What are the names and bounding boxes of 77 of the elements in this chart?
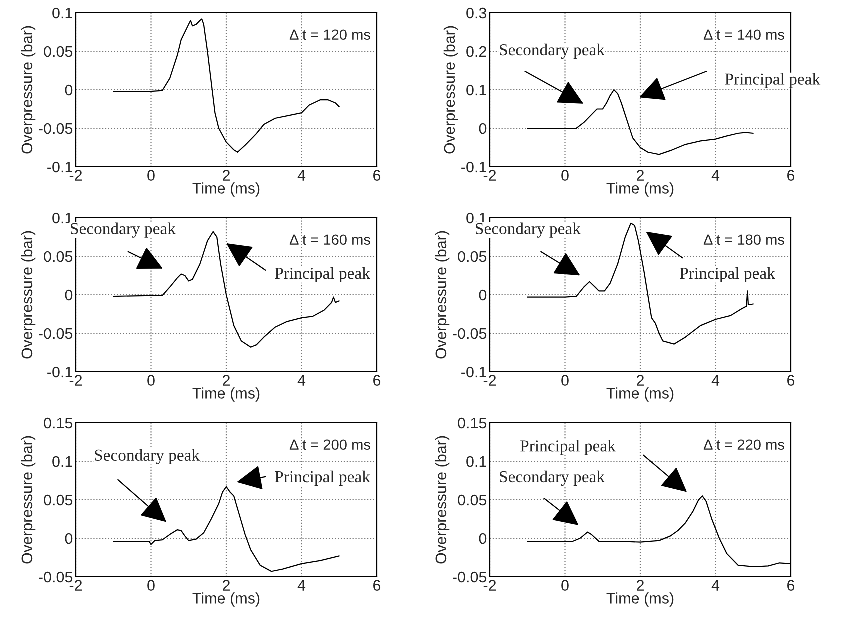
x-tick-label: 2 — [637, 375, 644, 386]
y-tick-label: 0.05 — [44, 251, 73, 262]
x-axis-title: Time (ms) — [606, 182, 674, 197]
line-series — [527, 89, 754, 156]
y-axis-title: Overpressure (bar) — [435, 231, 450, 359]
y-axis-title: Overpressure (bar) — [21, 231, 36, 359]
annotation: Secondary peak — [476, 222, 581, 238]
y-tick-label: 0 — [479, 123, 487, 134]
line-series — [113, 486, 340, 572]
annotation: Principal peak — [275, 470, 370, 486]
x-tick-label: 2 — [223, 170, 230, 181]
x-tick-label: 0 — [148, 375, 155, 386]
y-tick-label: -0.05 — [39, 123, 73, 134]
x-axis-title: Time (ms) — [192, 388, 260, 402]
y-tick-label: 0 — [479, 533, 487, 544]
x-axis-title: Time (ms) — [192, 182, 260, 197]
y-tick-label: 0.1 — [52, 212, 72, 224]
y-tick-label: 0.1 — [466, 84, 486, 96]
x-tick-label: 4 — [712, 170, 720, 181]
x-tick-label: 4 — [298, 580, 306, 591]
y-tick-label: 0.05 — [44, 494, 73, 506]
y-axis-title: Overpressure (bar) — [21, 436, 36, 564]
x-tick-label: 6 — [788, 170, 795, 181]
x-axis-title: Time (ms) — [192, 592, 260, 607]
y-axis-title: Overpressure (bar) — [21, 26, 36, 154]
annotation: Principal peak — [680, 267, 776, 283]
y-tick-label: 0 — [65, 533, 73, 544]
annotation: Δ t = 140 ms — [704, 30, 784, 40]
y-tick-label: -0.05 — [453, 328, 487, 340]
y-tick-label: 0.2 — [466, 46, 486, 58]
y-tick-label: 0.1 — [466, 456, 486, 468]
x-tick-label: 0 — [562, 580, 569, 591]
annotation: Δ t = 220 ms — [704, 440, 784, 450]
annotation: Δ t = 180 ms — [704, 234, 784, 246]
x-tick-label: 0 — [562, 375, 569, 386]
annotation: Principal peak — [725, 73, 821, 88]
x-tick-label: 0 — [562, 170, 569, 181]
x-axis-title: Time (ms) — [606, 388, 674, 402]
y-axis-title: Overpressure (bar) — [435, 436, 450, 564]
y-axis-title: Overpressure (bar) — [444, 26, 458, 154]
annotation: Principal peak — [520, 440, 616, 456]
x-tick-label: 4 — [712, 375, 720, 386]
y-tick-label: 0 — [479, 290, 487, 301]
y-tick-label: 0.15 — [44, 418, 73, 429]
y-tick-label: 0.1 — [52, 456, 72, 468]
annotation: Δ t = 200 ms — [290, 440, 370, 450]
y-tick-label: 0 — [65, 84, 73, 96]
x-tick-label: 0 — [148, 170, 155, 181]
y-tick-label: 0.3 — [466, 8, 487, 19]
x-tick-label: 2 — [637, 170, 644, 181]
x-tick-label: 6 — [374, 375, 381, 386]
x-tick-label: 0 — [148, 580, 155, 591]
annotation: Secondary peak — [95, 449, 200, 464]
x-tick-label: 6 — [788, 375, 795, 386]
y-tick-label: 0.15 — [458, 418, 487, 429]
y-tick-label: 0.05 — [458, 494, 487, 506]
x-tick-label: 4 — [298, 170, 306, 181]
x-tick-label: 6 — [374, 170, 381, 181]
x-tick-label: 2 — [223, 375, 230, 386]
x-axis-title: Time (ms) — [606, 592, 674, 607]
annotation: Secondary peak — [500, 44, 606, 60]
annotation: Δ t = 160 ms — [290, 234, 370, 246]
annotation: Principal peak — [275, 267, 370, 283]
x-tick-label: 4 — [298, 375, 306, 386]
y-tick-label: -0.05 — [39, 328, 73, 340]
x-tick-label: 4 — [712, 580, 720, 591]
annotation: Secondary peak — [71, 222, 176, 238]
y-tick-label: 0 — [65, 290, 73, 301]
y-tick-label: 0.05 — [458, 251, 487, 262]
annotation: Secondary peak — [500, 470, 606, 486]
y-tick-label: 0.1 — [52, 8, 72, 19]
x-tick-label: 2 — [637, 580, 644, 591]
y-tick-label: 0.05 — [44, 46, 73, 58]
x-tick-label: 6 — [788, 580, 795, 591]
annotation: Δ t = 120 ms — [290, 30, 370, 40]
x-tick-label: 6 — [374, 580, 381, 591]
x-tick-label: 2 — [223, 580, 230, 591]
